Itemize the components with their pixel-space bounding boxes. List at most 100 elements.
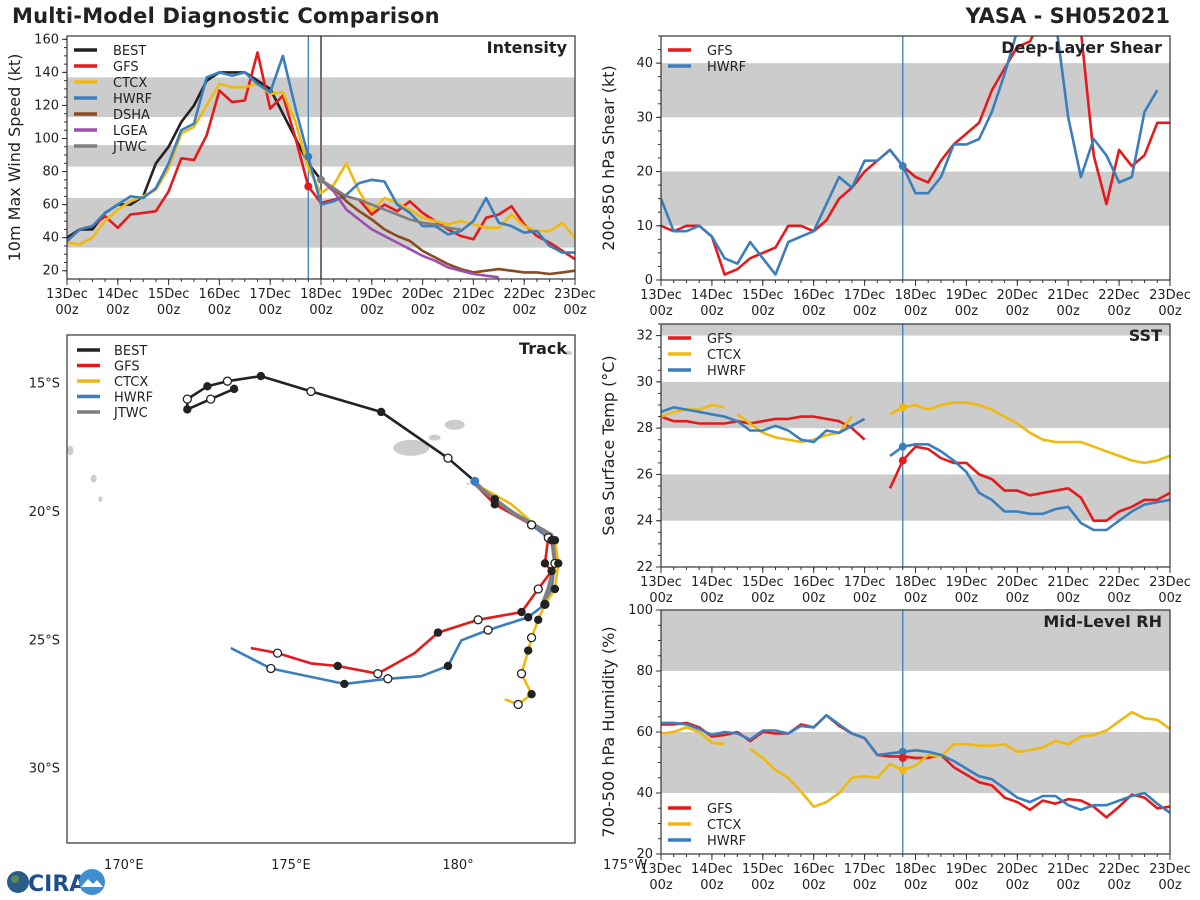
lon-tick-label: 170°E	[104, 858, 144, 873]
legend-label-gfs: GFS	[114, 360, 140, 375]
x-tick-sublabel: 00z	[411, 303, 435, 318]
x-tick-sublabel: 00z	[106, 303, 130, 318]
init-marker-gfs	[304, 182, 313, 191]
x-tick-label: 18Dec	[895, 288, 937, 303]
y-tick-label: 160	[34, 32, 59, 47]
page-title: Multi-Model Diagnostic Comparison	[12, 4, 440, 28]
x-tick-sublabel: 00z	[1006, 878, 1030, 893]
x-tick-label: 23Dec	[1149, 862, 1191, 877]
lon-tick-label: 175°E	[271, 858, 311, 873]
x-tick-label: 16Dec	[199, 287, 241, 302]
series-line-jtwc	[320, 178, 461, 231]
x-tick-label: 20Dec	[996, 862, 1038, 877]
track-point-filled	[517, 607, 526, 617]
x-tick-sublabel: 00z	[802, 591, 826, 606]
track-point-filled	[203, 382, 212, 391]
x-tick-label: 21Dec	[453, 287, 495, 302]
track-point-filled	[534, 615, 543, 624]
x-tick-label: 22Dec	[1098, 288, 1140, 303]
x-tick-label: 16Dec	[793, 288, 835, 303]
y-axis-label: Sea Surface Temp (°C)	[599, 355, 618, 535]
x-tick-sublabel: 00z	[1006, 591, 1030, 606]
y-tick-label: 60	[42, 198, 59, 213]
series-line-hwrf	[889, 442, 1170, 532]
legend-label-jtwc: JTWC	[112, 140, 147, 155]
x-tick-label: 23Dec	[1149, 288, 1191, 303]
legend-label-gfs: GFS	[113, 60, 139, 75]
series-line-ctcx	[749, 710, 1170, 809]
y-tick-label: 100	[628, 603, 653, 618]
x-tick-sublabel: 00z	[802, 878, 826, 893]
x-tick-label: 22Dec	[503, 287, 545, 302]
logo-text: CIRA	[28, 872, 86, 897]
x-tick-sublabel: 00z	[853, 304, 877, 319]
x-tick-sublabel: 00z	[751, 878, 775, 893]
x-tick-sublabel: 00z	[649, 878, 673, 893]
y-tick-label: 40	[42, 231, 59, 246]
track-point-open	[526, 633, 537, 643]
y-tick-label: 20	[636, 165, 653, 180]
series-line-dsha	[320, 178, 575, 276]
x-tick-sublabel: 00z	[360, 303, 384, 318]
x-tick-sublabel: 00z	[955, 591, 979, 606]
x-tick-sublabel: 00z	[751, 591, 775, 606]
legend-label-gfs: GFS	[707, 332, 733, 347]
init-marker-hwrf	[898, 162, 907, 171]
track-point-open	[533, 584, 543, 594]
x-tick-label: 16Dec	[793, 575, 835, 590]
init-marker-hwrf	[304, 152, 313, 161]
x-tick-label: 22Dec	[1098, 862, 1140, 877]
track-point-filled	[183, 405, 192, 414]
track-line-best	[186, 374, 476, 483]
x-tick-sublabel: 00z	[649, 304, 673, 319]
track-point-filled	[229, 384, 239, 394]
x-tick-label: 14Dec	[97, 287, 139, 302]
x-tick-label: 19Dec	[351, 287, 393, 302]
legend-label-dsha: DSHA	[113, 108, 150, 123]
legend-label-best: BEST	[113, 44, 146, 59]
x-tick-label: 19Dec	[946, 288, 988, 303]
x-tick-sublabel: 00z	[1107, 878, 1131, 893]
x-tick-sublabel: 00z	[802, 304, 826, 319]
y-tick-label: 60	[636, 725, 653, 740]
legend-label-lgea: LGEA	[113, 124, 148, 139]
init-marker-hwrf	[898, 442, 907, 451]
y-tick-label: 30	[636, 110, 653, 125]
track-point-filled	[540, 600, 550, 609]
land-island	[393, 439, 430, 456]
init-marker-gfs	[898, 456, 907, 465]
x-tick-label: 22Dec	[1098, 575, 1140, 590]
x-tick-label: 17Dec	[844, 862, 886, 877]
y-tick-label: 120	[34, 98, 59, 113]
land-island	[98, 496, 103, 503]
y-tick-label: 80	[636, 664, 653, 679]
x-tick-label: 16Dec	[793, 862, 835, 877]
cloud-emblem-icon	[79, 869, 105, 895]
track-point-open	[182, 394, 192, 404]
legend-label-hwrf: HWRF	[707, 364, 746, 379]
threshold-band	[661, 732, 1170, 793]
x-tick-sublabel: 00z	[955, 878, 979, 893]
land-island	[428, 434, 441, 441]
y-tick-label: 40	[636, 786, 653, 801]
x-tick-label: 17Dec	[844, 575, 886, 590]
y-tick-label: 24	[636, 514, 653, 529]
y-tick-label: 80	[42, 165, 59, 180]
x-tick-label: 17Dec	[249, 287, 291, 302]
lon-tick-label: 180°	[442, 858, 473, 873]
x-tick-sublabel: 00z	[1158, 304, 1182, 319]
x-tick-label: 18Dec	[300, 287, 342, 302]
track-point-open	[483, 625, 493, 635]
y-axis-label: 700-500 hPa Humidity (%)	[599, 626, 618, 837]
init-marker-ctcx	[898, 403, 907, 412]
x-tick-sublabel: 00z	[55, 303, 79, 318]
legend-label-jtwc: JTWC	[113, 406, 148, 421]
sst-panel: 22242628303213Dec00z14Dec00z15Dec00z16De…	[599, 323, 1191, 606]
x-tick-sublabel: 00z	[700, 591, 724, 606]
y-axis-label: 10m Max Wind Speed (kt)	[5, 54, 24, 262]
threshold-band	[661, 324, 1170, 336]
panel-title: Track	[519, 339, 567, 358]
lat-tick-label: 15°S	[29, 377, 60, 392]
legend-label-ctcx: CTCX	[707, 818, 741, 833]
